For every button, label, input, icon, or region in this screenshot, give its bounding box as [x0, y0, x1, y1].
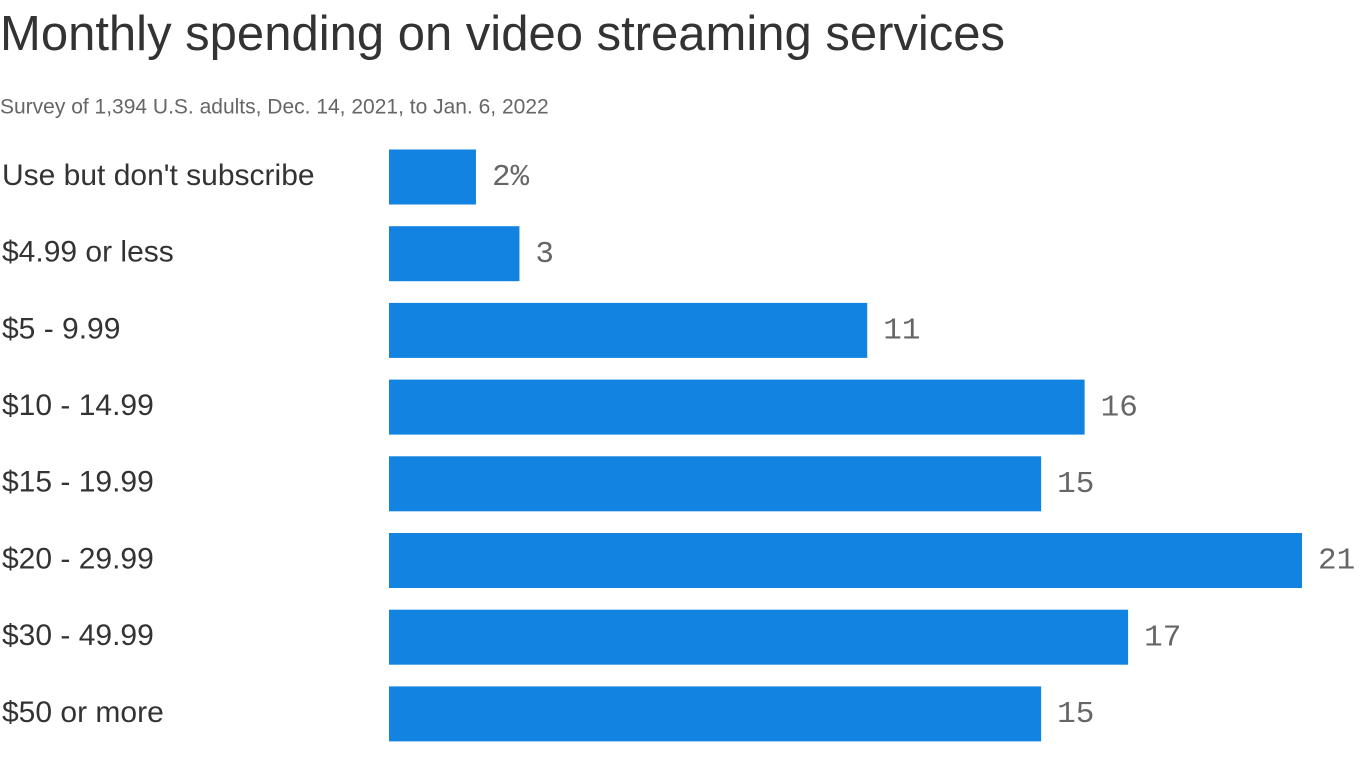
bar — [389, 686, 1042, 742]
value-label: 15 — [1057, 467, 1094, 502]
bar — [389, 609, 1129, 665]
category-label: $50 or more — [2, 696, 164, 729]
value-label: 11 — [883, 314, 920, 349]
bar — [389, 226, 520, 282]
category-label: $15 - 19.99 — [2, 466, 154, 499]
bar — [389, 302, 868, 358]
bar — [389, 379, 1085, 435]
value-label: 17 — [1144, 620, 1181, 655]
value-label: 3 — [535, 237, 554, 272]
value-label: 21 — [1318, 544, 1355, 579]
bar — [389, 149, 476, 205]
category-label: $30 - 49.99 — [2, 619, 154, 652]
category-label: $4.99 or less — [2, 236, 174, 269]
chart-subtitle: Survey of 1,394 U.S. adults, Dec. 14, 20… — [0, 96, 549, 119]
value-label: 15 — [1057, 697, 1094, 732]
category-label: Use but don't subscribe — [2, 159, 315, 192]
value-label: 2% — [492, 160, 530, 195]
category-label: $20 - 29.99 — [2, 542, 154, 575]
category-label: $10 - 14.99 — [2, 389, 154, 422]
category-label: $5 - 9.99 — [2, 312, 120, 345]
bar — [389, 456, 1042, 512]
chart-title: Monthly spending on video streaming serv… — [0, 7, 1005, 61]
bar — [389, 533, 1302, 588]
value-label: 16 — [1101, 390, 1138, 425]
